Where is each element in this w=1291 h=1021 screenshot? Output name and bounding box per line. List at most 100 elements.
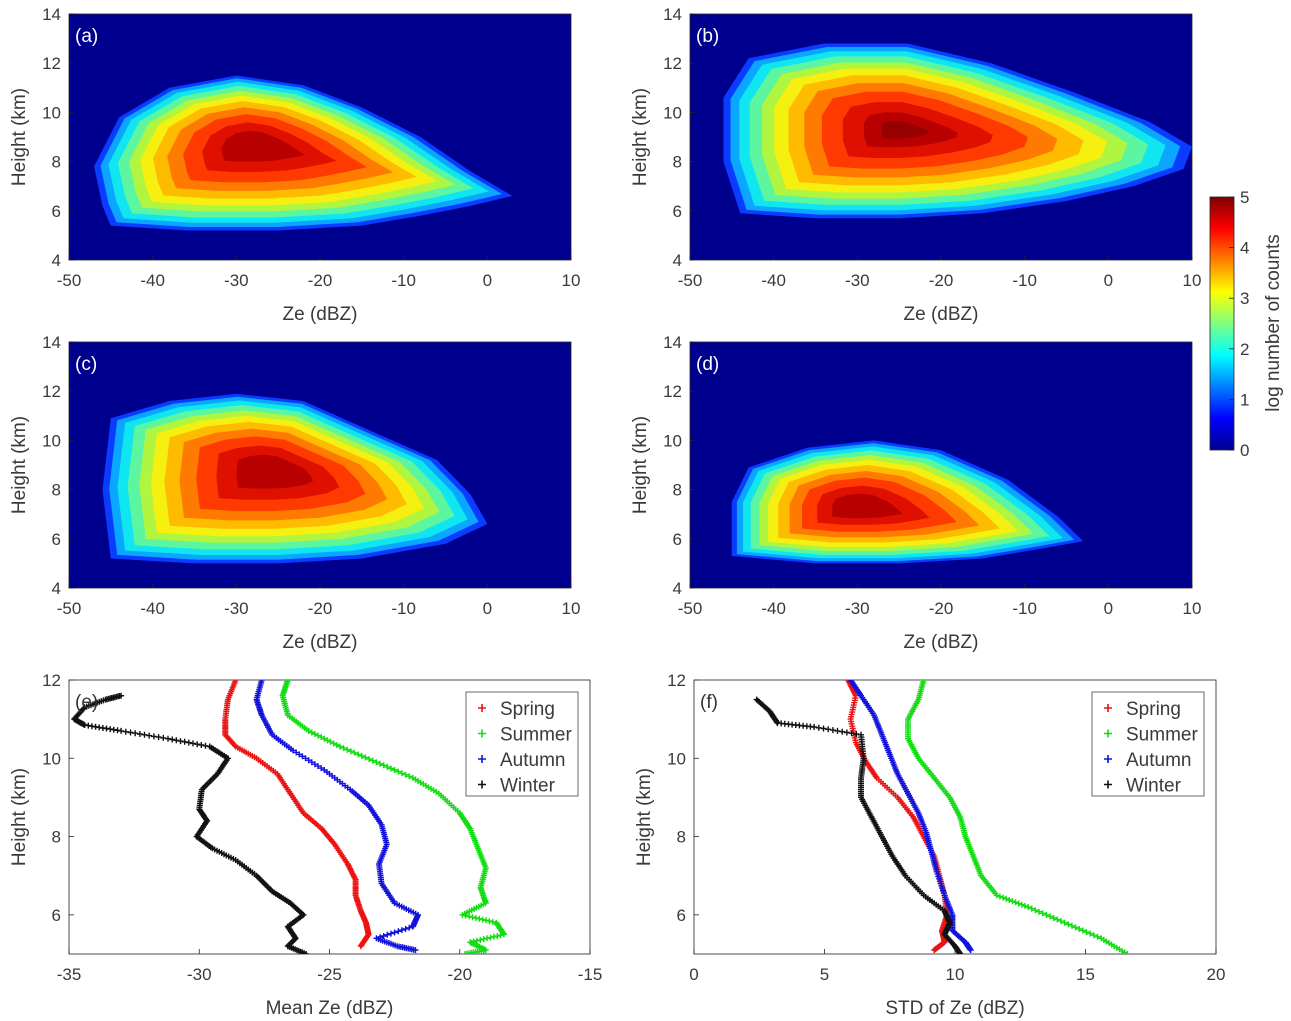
x-tick-label: -50 [57, 271, 82, 290]
series-summer [279, 680, 507, 954]
density-contour-11 [221, 130, 305, 162]
series-autumn [847, 680, 974, 954]
density-contour-11 [236, 454, 314, 489]
legend-box [1091, 691, 1205, 797]
panel-a: -50 -40 -30 -20 -10 0 10 4 6 8 10 12 14 Ze (dBZ) Heigh… [9, 5, 580, 325]
heatmap-density [102, 393, 488, 564]
y-axis-label: Height (km) [630, 88, 651, 186]
y-axis-label: Height (km) [630, 416, 651, 514]
y-tick-label: 12 [42, 382, 61, 401]
y-tick-label: 10 [42, 749, 61, 768]
series-winter [71, 692, 310, 954]
legend-box [465, 691, 579, 797]
plus-markers [279, 680, 507, 954]
x-tick-label: -20 [447, 965, 472, 984]
density-contour-12 [881, 121, 929, 139]
panel-label: (a) [75, 26, 98, 47]
y-axis-label: Height (km) [9, 416, 30, 514]
x-axis-label: Ze (dBZ) [904, 304, 979, 325]
x-tick-label: -40 [140, 271, 165, 290]
x-tick-label: 0 [1104, 271, 1113, 290]
x-axis-label: Ze (dBZ) [283, 632, 358, 653]
legend-label-spring: Spring [1126, 699, 1181, 720]
legend: Spring Summer Autumn Winter [465, 691, 579, 797]
x-tick-label: -10 [1012, 271, 1037, 290]
x-tick-label: 10 [562, 271, 581, 290]
panel-e: Spring Summer Autumn Winter -35 -30 -25 -20 -15 6… [9, 671, 602, 1019]
x-tick-label: -35 [57, 965, 82, 984]
legend-label-autumn: Autumn [1126, 750, 1191, 771]
legend-marker-winter [1104, 780, 1112, 789]
panel-label: (d) [696, 354, 719, 375]
panel-b: -50 -40 -30 -20 -10 0 10 4 6 8 10 12 14 Ze (dBZ) Heigh… [630, 5, 1201, 325]
x-axis-label: Mean Ze (dBZ) [266, 998, 394, 1019]
y-tick-label: 8 [673, 481, 682, 500]
legend: Spring Summer Autumn Winter [1091, 691, 1205, 797]
series-autumn [253, 680, 422, 954]
y-tick-label: 10 [42, 103, 61, 122]
legend-marker-autumn [478, 755, 486, 763]
legend-marker-summer [1104, 729, 1112, 738]
legend-marker-autumn [1104, 755, 1112, 763]
y-tick-label: 14 [663, 333, 682, 352]
x-axis-label: Ze (dBZ) [283, 304, 358, 325]
plus-markers [905, 680, 1131, 954]
colorbar-tick-label: 0 [1240, 441, 1249, 460]
x-tick-label: -10 [391, 599, 416, 618]
x-tick-label: -25 [317, 965, 342, 984]
panel-c: -50 -40 -30 -20 -10 0 10 4 6 8 10 12 14 Ze (dBZ) Heigh… [9, 333, 580, 653]
x-tick-label: -20 [929, 599, 954, 618]
x-tick-label: -20 [929, 271, 954, 290]
series-summer [905, 680, 1131, 954]
x-tick-label: -30 [224, 271, 249, 290]
x-tick-label: 0 [483, 599, 492, 618]
colorbar-label: log number of counts [1263, 234, 1284, 411]
y-tick-label: 10 [663, 431, 682, 450]
y-axis-label: Height (km) [634, 768, 655, 866]
x-tick-label: -40 [761, 599, 786, 618]
heatmap-density [94, 75, 513, 231]
panel-f: Spring Summer Autumn Winter 0 5 10 15 20 6 8 10 12 ST… [634, 671, 1225, 1019]
y-tick-label: 6 [677, 906, 686, 925]
x-tick-label: 10 [1183, 599, 1202, 618]
colorbar: log number of counts 0 1 2 3 4 5 [1209, 188, 1284, 460]
y-tick-label: 10 [667, 749, 686, 768]
y-tick-label: 4 [673, 579, 682, 598]
y-tick-label: 8 [52, 828, 61, 847]
legend-label-autumn: Autumn [500, 750, 565, 771]
x-tick-label: -30 [845, 599, 870, 618]
x-tick-label: 10 [1183, 271, 1202, 290]
plus-markers [753, 696, 964, 954]
y-tick-label: 8 [52, 481, 61, 500]
x-tick-label: 10 [562, 599, 581, 618]
y-tick-label: 8 [677, 828, 686, 847]
y-tick-label: 4 [52, 579, 61, 598]
x-tick-label: -40 [140, 599, 165, 618]
y-tick-label: 8 [673, 153, 682, 172]
y-tick-label: 14 [663, 5, 682, 24]
x-tick-label: -40 [761, 271, 786, 290]
x-tick-label: 10 [946, 965, 965, 984]
legend-label-winter: Winter [1126, 776, 1182, 797]
y-axis-label: Height (km) [9, 88, 30, 186]
y-tick-label: 6 [673, 530, 682, 549]
colorbar-tick-label: 4 [1240, 239, 1249, 258]
x-tick-label: 20 [1207, 965, 1226, 984]
colorbar-tick-label: 3 [1240, 289, 1249, 308]
plus-markers [71, 692, 310, 954]
x-tick-label: -50 [678, 599, 703, 618]
x-tick-label: 5 [820, 965, 829, 984]
x-tick-label: -50 [678, 271, 703, 290]
y-tick-label: 4 [673, 251, 682, 270]
x-tick-label: -15 [578, 965, 603, 984]
panel-label: (f) [700, 692, 718, 713]
y-tick-label: 6 [52, 906, 61, 925]
legend-marker-summer [478, 729, 486, 738]
y-tick-label: 14 [42, 333, 61, 352]
plus-markers [847, 680, 974, 954]
legend-label-spring: Spring [500, 699, 555, 720]
panel-label: (e) [75, 692, 98, 713]
legend-marker-spring [478, 704, 486, 712]
x-tick-label: 0 [483, 271, 492, 290]
